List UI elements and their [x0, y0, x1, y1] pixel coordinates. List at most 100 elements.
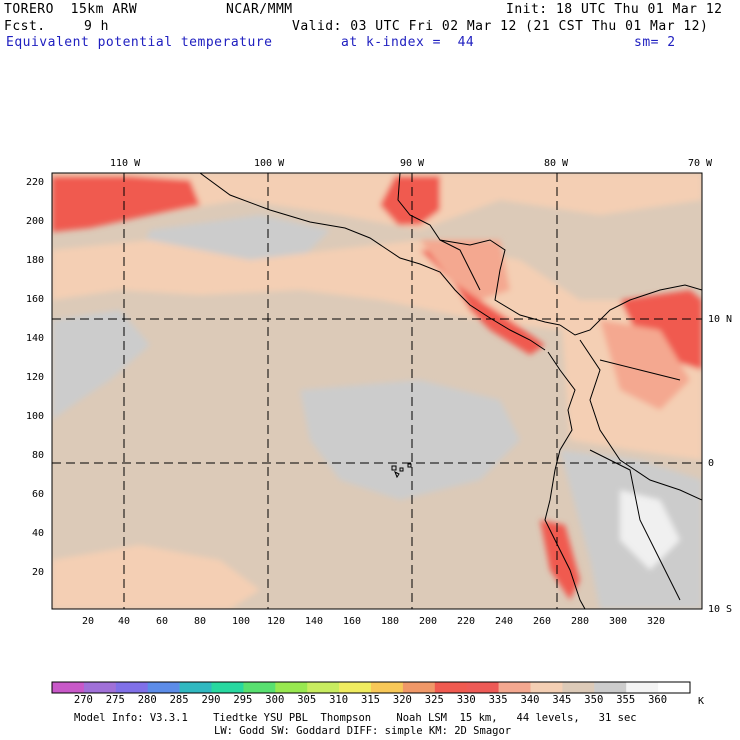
x-tick: 40	[118, 616, 130, 627]
x-tick: 140	[305, 616, 323, 627]
colorbar-swatch	[307, 682, 340, 693]
colorbar-swatch	[594, 682, 627, 693]
y-tick: 20	[32, 567, 44, 578]
colorbar-label: 325	[424, 694, 444, 706]
y-tick: 220	[26, 177, 44, 188]
lon-label-80w: 80 W	[544, 158, 569, 169]
map-frame	[51, 172, 703, 610]
hot-region-northwest	[52, 176, 200, 232]
x-tick: 100	[232, 616, 250, 627]
colorbar-swatch	[626, 682, 659, 693]
coastline-pacific-sa	[544, 351, 586, 609]
colorbar-swatch	[434, 682, 467, 693]
x-tick: 180	[381, 616, 399, 627]
peach-band-southwest	[52, 545, 260, 609]
x-tick: 320	[647, 616, 665, 627]
lat-label-10n: 10 N	[708, 314, 732, 325]
colorbar-label: 330	[456, 694, 476, 706]
y-tick: 180	[26, 255, 44, 266]
warm-region-colombia	[600, 320, 690, 410]
colorbar-label: 280	[137, 694, 157, 706]
grey-patch-central	[300, 380, 520, 500]
x-tick: 260	[533, 616, 551, 627]
colorbar-label: 270	[73, 694, 93, 706]
lon-label-110w: 110 W	[110, 158, 141, 169]
x-tick: 280	[571, 616, 589, 627]
colorbar-swatch	[211, 682, 244, 693]
init-time: Init: 18 UTC Thu 01 Mar 12	[506, 2, 723, 17]
colorbar-frame	[51, 681, 691, 694]
lat-label-10s: 10 S	[708, 604, 732, 615]
lon-label-100w: 100 W	[254, 158, 285, 169]
colorbar-label: 340	[520, 694, 540, 706]
colorbar-swatch	[339, 682, 372, 693]
colorbar-swatch	[371, 682, 404, 693]
colorbar-swatch	[52, 682, 85, 693]
colorbar	[51, 681, 691, 694]
colorbar-swatch	[275, 682, 308, 693]
x-tick: 60	[156, 616, 168, 627]
colorbar-swatch	[243, 682, 276, 693]
x-tick: 20	[82, 616, 94, 627]
coastline-caribbean	[397, 173, 561, 326]
coastline-mexico	[199, 173, 546, 351]
smoothing-value: sm= 2	[634, 35, 676, 50]
peach-band-top	[52, 173, 702, 230]
colorbar-swatch	[179, 682, 212, 693]
colorbar-label: 300	[265, 694, 285, 706]
y-tick: 200	[26, 216, 44, 227]
colorbar-swatch	[115, 682, 148, 693]
colorbar-swatch	[562, 682, 595, 693]
y-tick: 40	[32, 528, 44, 539]
colorbar-label: 335	[488, 694, 508, 706]
hot-region-colombia	[620, 290, 702, 370]
x-tick: 300	[609, 616, 627, 627]
physics-info-line: LW: Godd SW: Goddard DIFF: simple KM: 2D…	[214, 725, 512, 737]
warm-region-central-america	[420, 240, 510, 300]
x-axis: 20 40 60 80 100 120 140 160 180 200 220 …	[82, 616, 665, 627]
x-tick: 80	[194, 616, 206, 627]
galapagos-islands	[391, 463, 412, 479]
colorbar-swatch	[402, 682, 436, 693]
y-tick: 60	[32, 489, 44, 500]
grey-patch-west	[52, 310, 150, 420]
x-tick: 220	[457, 616, 475, 627]
colorbar-label: 285	[169, 694, 189, 706]
center-title: NCAR/MMM	[226, 2, 293, 17]
y-tick: 100	[26, 411, 44, 422]
hot-region-peru	[540, 520, 580, 600]
lon-label-90w: 90 W	[400, 158, 425, 169]
colorbar-swatch	[83, 682, 117, 693]
colorbar-swatch	[530, 682, 563, 693]
forecast-label: Fcst.	[4, 19, 46, 34]
colorbar-label: 295	[233, 694, 253, 706]
model-title: TORERO 15km ARW	[4, 2, 138, 17]
field-name: Equivalent potential temperature	[6, 35, 273, 50]
forecast-hour: 9 h	[84, 19, 109, 34]
colorbar-unit: K	[698, 696, 704, 707]
graticule	[52, 173, 702, 609]
colorbar-swatch	[466, 682, 499, 693]
colorbar-label: 360	[648, 694, 668, 706]
y-tick: 140	[26, 333, 44, 344]
y-tick: 160	[26, 294, 44, 305]
border-internal-1	[439, 239, 481, 291]
y-axis: 220 200 180 160 140 120 100 80 60 40 20	[26, 177, 44, 578]
x-tick: 240	[495, 616, 513, 627]
x-tick: 200	[419, 616, 437, 627]
colorbar-label: 310	[329, 694, 349, 706]
valid-time: Valid: 03 UTC Fri 02 Mar 12 (21 CST Thu …	[292, 19, 709, 34]
x-tick: 160	[343, 616, 361, 627]
colorbar-swatch	[498, 682, 531, 693]
colorbar-label: 355	[616, 694, 636, 706]
colorbar-label: 275	[105, 694, 125, 706]
colorbar-label: 305	[297, 694, 317, 706]
colorbar-label: 345	[552, 694, 572, 706]
y-tick: 80	[32, 450, 44, 461]
border-internal-2	[599, 359, 681, 381]
colorbar-swatch	[147, 682, 180, 693]
colorbar-label: 350	[584, 694, 604, 706]
y-tick: 120	[26, 372, 44, 383]
model-info-line: Model Info: V3.3.1 Tiedtke YSU PBL Thomp…	[74, 712, 637, 724]
